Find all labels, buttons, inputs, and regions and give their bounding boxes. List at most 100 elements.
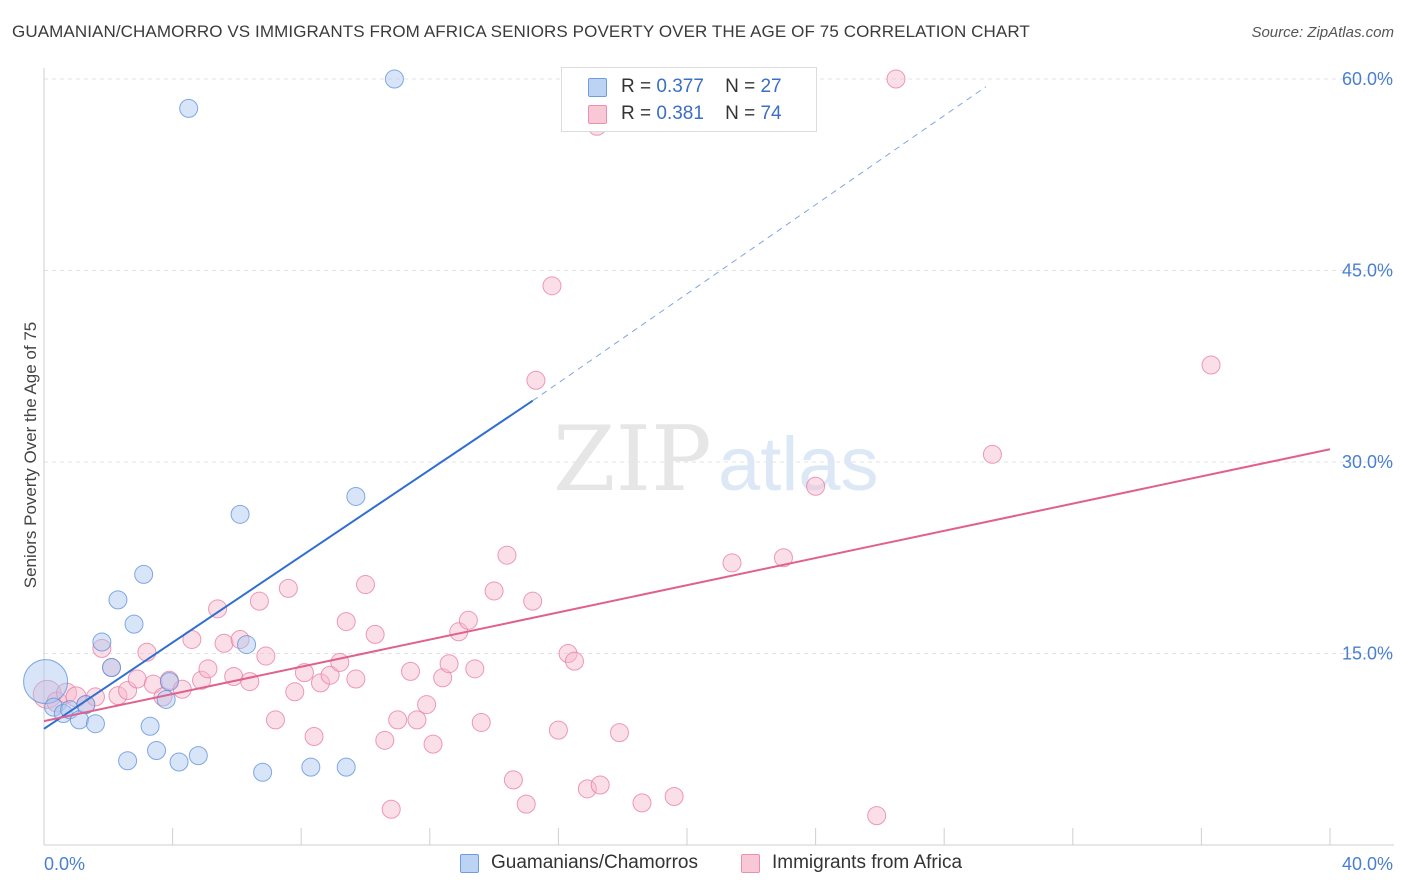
trend-lines <box>43 86 1331 730</box>
data-point <box>85 714 105 734</box>
legend-n-value: 27 <box>760 76 782 97</box>
data-point <box>407 710 427 730</box>
data-point <box>516 794 536 814</box>
bottom-legend-label: Guamanians/Chamorros <box>491 852 698 873</box>
data-point <box>632 793 652 813</box>
data-point <box>346 669 366 689</box>
data-point <box>134 564 154 584</box>
data-point <box>439 654 459 674</box>
data-point <box>417 695 437 715</box>
legend-r-value: 0.377 <box>656 76 704 97</box>
legend: R = 0.377 N = 27 R = 0.381 N = 74 <box>561 67 817 132</box>
data-point <box>330 652 350 672</box>
data-point <box>497 545 517 565</box>
data-point <box>365 624 385 644</box>
data-point <box>169 752 189 772</box>
data-point <box>388 710 408 730</box>
data-point <box>982 444 1002 464</box>
tick-labels: 15.0% 30.0% 45.0% 60.0% 0.0% 40.0% <box>44 69 1393 874</box>
data-point <box>564 651 584 671</box>
data-point <box>102 658 122 678</box>
data-point <box>143 674 163 694</box>
data-point <box>118 751 138 771</box>
data-point <box>867 806 887 826</box>
data-point <box>548 720 568 740</box>
data-point <box>23 659 69 705</box>
data-point <box>237 635 257 655</box>
data-point <box>198 659 218 679</box>
legend-swatch-blue <box>588 78 607 97</box>
data-point <box>294 663 314 683</box>
data-point <box>240 672 260 692</box>
data-point <box>542 276 562 296</box>
watermark-zip: ZIP <box>553 407 712 512</box>
data-point <box>336 612 356 632</box>
data-point <box>44 697 64 717</box>
axes <box>43 68 1394 846</box>
data-point <box>92 632 112 652</box>
data-point <box>159 672 179 692</box>
data-point <box>76 695 96 715</box>
trend-line-guamanians-extension <box>532 86 987 402</box>
data-point <box>577 779 597 799</box>
y-tick-label: 60.0% <box>1342 69 1393 89</box>
data-point <box>886 69 906 89</box>
data-point <box>381 799 401 819</box>
bottom-legend-swatch-pink <box>741 854 760 873</box>
data-point <box>301 757 321 777</box>
data-point <box>664 786 684 806</box>
data-point <box>375 730 395 750</box>
data-point <box>806 476 826 496</box>
data-point <box>773 548 793 568</box>
data-point <box>310 673 330 693</box>
data-point <box>526 370 546 390</box>
y-tick-label: 30.0% <box>1342 452 1393 472</box>
data-point <box>609 723 629 743</box>
trend-line-guamanians <box>43 399 534 730</box>
data-point <box>92 638 112 658</box>
data-point <box>465 659 485 679</box>
trend-line-immigrants <box>43 448 1331 723</box>
legend-n-label: N = <box>725 76 756 97</box>
data-point <box>346 486 366 506</box>
source-label: Source: ZipAtlas.com <box>1251 24 1394 41</box>
legend-n-value: 74 <box>760 103 782 124</box>
bottom-legend-label: Immigrants from Africa <box>772 852 963 873</box>
watermark: ZIP atlas <box>553 407 879 512</box>
data-point <box>108 590 128 610</box>
data-point <box>471 712 491 732</box>
data-point <box>147 741 167 761</box>
data-point <box>336 757 356 777</box>
data-point <box>214 633 234 653</box>
data-point <box>320 665 340 685</box>
data-point <box>140 716 160 736</box>
data-point <box>433 668 453 688</box>
y-axis-label: Seniors Poverty Over the Age of 75 <box>21 322 40 588</box>
legend-r-label: R = <box>621 103 652 124</box>
legend-r-label: R = <box>621 76 652 97</box>
data-point <box>249 591 269 611</box>
x-tick-label: 0.0% <box>44 854 85 874</box>
watermark-atlas: atlas <box>718 422 879 507</box>
data-point <box>253 762 273 782</box>
data-point <box>484 581 504 601</box>
data-point <box>304 726 324 746</box>
data-point <box>265 710 285 730</box>
data-point <box>230 629 250 649</box>
data-point <box>192 670 212 690</box>
data-point <box>1201 355 1221 375</box>
data-point <box>558 644 578 663</box>
legend-r-value: 0.381 <box>656 103 704 124</box>
data-point <box>32 679 62 709</box>
data-point <box>188 746 208 766</box>
data-point <box>230 504 250 524</box>
y-tick-label: 45.0% <box>1342 261 1393 281</box>
data-point <box>503 770 523 790</box>
data-point <box>137 642 157 662</box>
data-point <box>523 591 543 611</box>
x-tick-label: 40.0% <box>1342 854 1393 874</box>
data-point <box>401 661 421 681</box>
data-point <box>285 682 305 702</box>
y-tick-label: 15.0% <box>1342 644 1393 664</box>
